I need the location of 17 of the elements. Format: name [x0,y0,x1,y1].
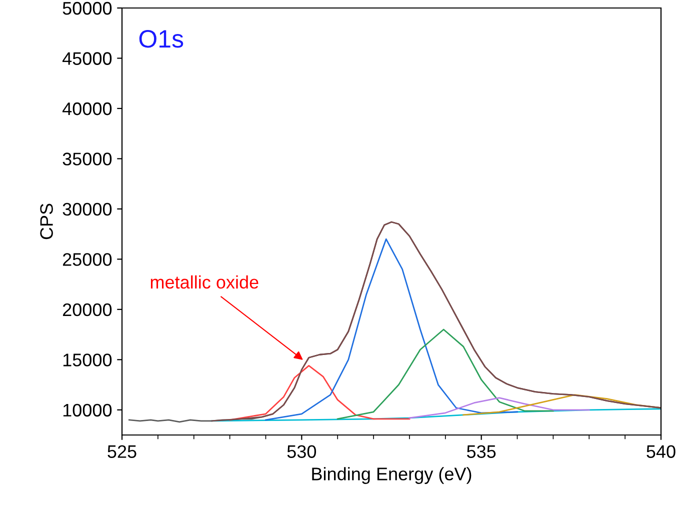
y-tick-label: 35000 [62,152,112,166]
x-tick-label: 525 [108,445,136,458]
y-tick-label: 15000 [63,354,112,366]
x-tick-label: 535 [466,445,496,458]
y-axis-title: CPS [40,204,53,240]
text: O1s [139,30,184,48]
annotation: metallic oxide [150,275,258,289]
y-tick-label: 45000 [62,52,112,65]
x-tick-label: 540 [646,445,676,458]
y-tick-label: 30000 [62,202,112,216]
x-axis-title: Binding Energy (eV) [312,467,472,484]
x-tick-label: 530 [287,445,316,458]
y-tick-label: 25000 [62,253,112,266]
y-tick-label: 40000 [62,102,112,116]
y-tick-label: 10000 [63,404,112,417]
y-tick-label: 50000 [62,2,112,15]
y-tick-label: 20000 [62,303,112,316]
